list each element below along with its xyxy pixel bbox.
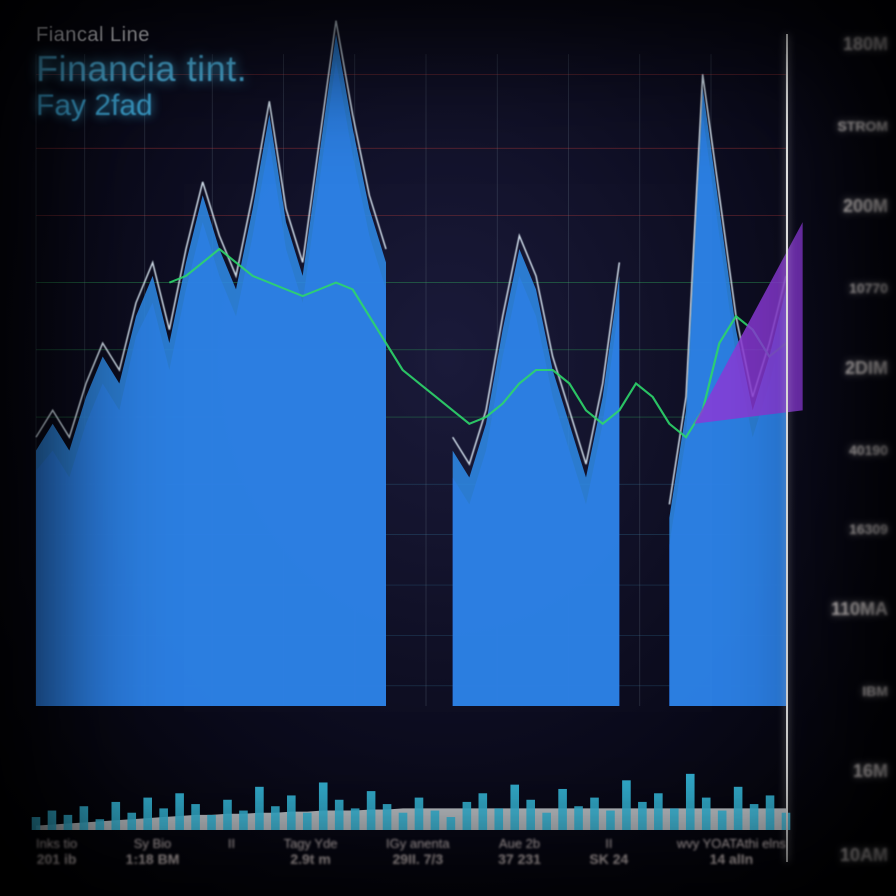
volume-chart-svg — [36, 722, 786, 830]
y-axis-labels: 180M STROM 200M 10770 2DIM 40190 16309 110MA IBM… — [792, 34, 888, 866]
y-axis-label: STROM — [792, 118, 888, 134]
chart-subtitle: Fay 2fad — [36, 89, 247, 122]
x-axis-label: II — [228, 836, 235, 880]
x-axis-label: IGy anenta29II. 7/3 — [386, 836, 450, 880]
y-axis-label: IBM — [792, 683, 888, 699]
x-axis-label: Inks tio201 ib — [36, 836, 77, 880]
x-axis-label: Aue 2b37 231 — [498, 836, 541, 880]
x-axis-label: wvy YOATAthi elns14 alIn — [677, 836, 786, 880]
volume-chart-area[interactable] — [36, 722, 786, 830]
x-axis-label: IISK 24 — [589, 836, 628, 880]
y-axis-label: 16309 — [792, 521, 888, 537]
y-axis-label: 200M — [792, 196, 888, 217]
chart-supertitle: Fiancal Line — [36, 24, 247, 47]
y-axis-label: 180M — [792, 34, 888, 55]
x-axis-label: Tagy Yde2.9t m — [284, 836, 338, 880]
y-axis-label: 16M — [792, 761, 888, 782]
y-axis-label: 2DIM — [792, 358, 888, 379]
x-axis-labels: Inks tio201 ib Sy Bio1:18 BM II Tagy Yde2.9… — [36, 836, 786, 880]
financial-chart-frame: Fiancal Line Financia tint. Fay 2fad 180… — [0, 0, 896, 896]
chart-titles: Fiancal Line Financia tint. Fay 2fad — [36, 24, 247, 122]
y-axis-label: 40190 — [792, 442, 888, 458]
main-chart-svg — [36, 34, 786, 706]
y-axis-line — [786, 34, 788, 862]
y-axis-label: 10AM — [792, 845, 888, 866]
y-axis-label: 10770 — [792, 280, 888, 296]
y-axis-label: 110MA — [792, 599, 888, 620]
main-chart-area[interactable] — [36, 34, 786, 706]
chart-title: Financia tint. — [36, 49, 247, 89]
x-axis-label: Sy Bio1:18 BM — [126, 836, 180, 880]
